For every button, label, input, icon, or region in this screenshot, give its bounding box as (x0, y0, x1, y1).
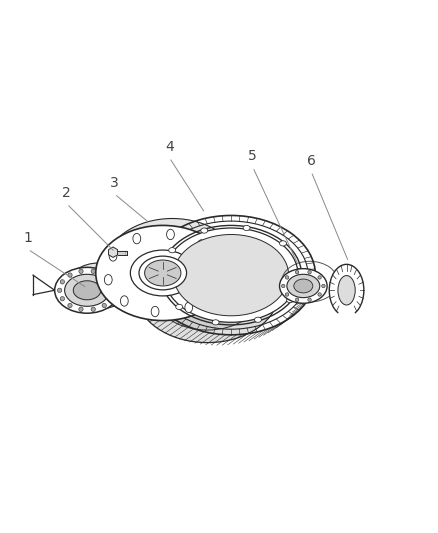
Ellipse shape (131, 250, 195, 296)
Ellipse shape (338, 276, 355, 305)
Ellipse shape (166, 230, 296, 320)
Circle shape (318, 293, 321, 296)
Circle shape (110, 280, 114, 284)
Ellipse shape (159, 277, 166, 282)
Circle shape (282, 284, 285, 288)
Ellipse shape (287, 274, 320, 297)
Circle shape (110, 296, 114, 301)
Text: 1: 1 (23, 231, 32, 245)
Circle shape (308, 298, 311, 302)
Ellipse shape (133, 233, 141, 244)
Ellipse shape (166, 229, 174, 240)
Ellipse shape (109, 251, 117, 261)
Ellipse shape (279, 241, 286, 246)
Ellipse shape (212, 320, 219, 325)
Ellipse shape (169, 248, 176, 253)
Text: 2: 2 (62, 186, 71, 200)
Circle shape (79, 269, 83, 273)
Ellipse shape (173, 235, 289, 316)
Ellipse shape (73, 281, 101, 300)
Ellipse shape (279, 269, 327, 303)
Ellipse shape (120, 296, 128, 306)
Circle shape (60, 296, 64, 301)
Circle shape (60, 280, 64, 284)
Circle shape (295, 298, 299, 302)
Text: 4: 4 (165, 140, 173, 154)
Circle shape (285, 293, 289, 296)
Ellipse shape (329, 264, 364, 316)
Ellipse shape (104, 274, 112, 285)
Ellipse shape (156, 244, 204, 278)
Circle shape (285, 276, 289, 279)
Ellipse shape (136, 243, 279, 343)
Text: 3: 3 (110, 176, 119, 190)
Circle shape (318, 276, 321, 279)
Circle shape (102, 303, 106, 308)
Ellipse shape (67, 263, 132, 309)
Ellipse shape (164, 228, 298, 322)
Circle shape (102, 273, 106, 277)
Ellipse shape (243, 225, 250, 231)
Circle shape (113, 288, 117, 293)
Circle shape (321, 284, 325, 288)
Ellipse shape (96, 225, 230, 320)
Ellipse shape (65, 274, 110, 306)
Circle shape (57, 288, 62, 293)
Ellipse shape (105, 219, 239, 313)
Circle shape (68, 303, 72, 308)
Ellipse shape (185, 302, 193, 312)
Polygon shape (109, 247, 117, 257)
Circle shape (91, 307, 95, 311)
Ellipse shape (153, 255, 261, 330)
Circle shape (79, 307, 83, 311)
Ellipse shape (176, 304, 183, 310)
Text: 5: 5 (248, 149, 257, 163)
Circle shape (308, 270, 311, 274)
Ellipse shape (296, 268, 303, 273)
Ellipse shape (198, 240, 205, 250)
Text: 6: 6 (307, 154, 315, 167)
Ellipse shape (151, 306, 159, 317)
Circle shape (295, 270, 299, 274)
Ellipse shape (294, 279, 313, 293)
Circle shape (68, 273, 72, 277)
Circle shape (91, 269, 95, 273)
Ellipse shape (254, 317, 261, 322)
Ellipse shape (55, 268, 120, 313)
Ellipse shape (208, 285, 216, 295)
Ellipse shape (201, 228, 208, 233)
Ellipse shape (213, 261, 221, 271)
Ellipse shape (139, 256, 187, 290)
Ellipse shape (286, 297, 293, 303)
Ellipse shape (145, 260, 181, 286)
